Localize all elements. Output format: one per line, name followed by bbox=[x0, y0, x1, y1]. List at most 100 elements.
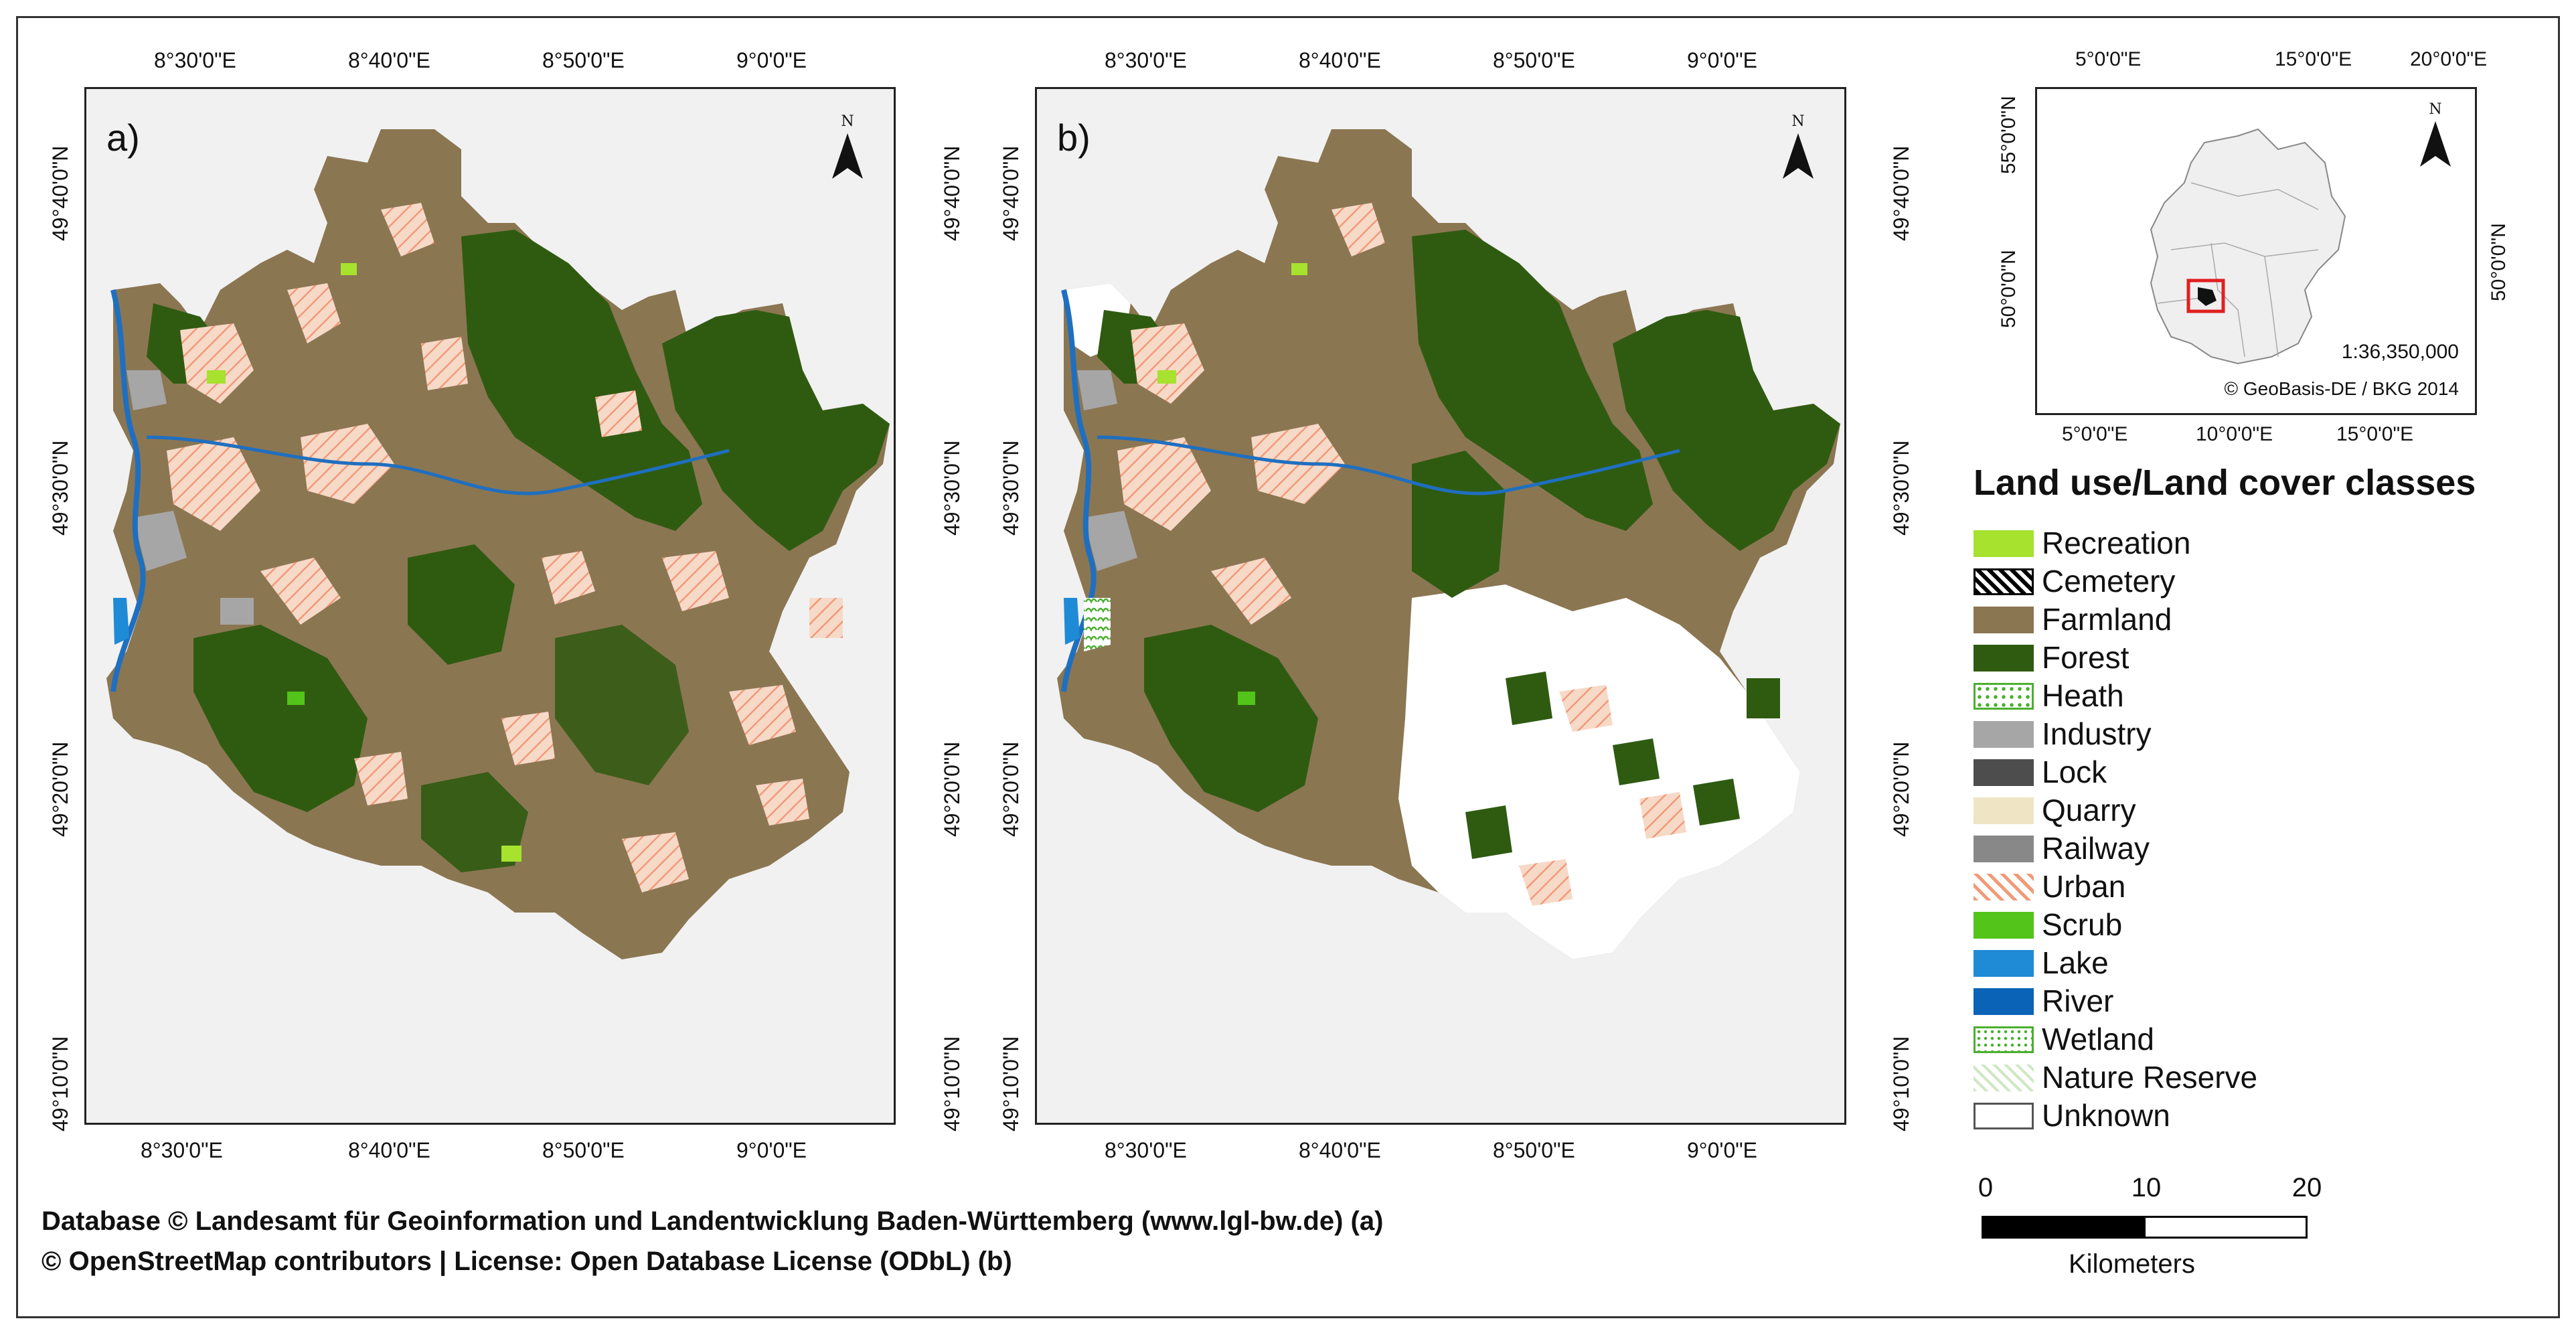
legend-item: Nature Reserve bbox=[1974, 1056, 2563, 1095]
study-area-box bbox=[2186, 279, 2225, 313]
legend-swatch bbox=[1974, 950, 2034, 977]
legend-swatch bbox=[1974, 607, 2034, 633]
bottom-tick-a-1: 8°40'0"E bbox=[348, 1138, 430, 1162]
legend-swatch bbox=[1974, 988, 2034, 1015]
north-arrow-a: N bbox=[824, 113, 871, 193]
right-tick-a-0: 49°40'0"N bbox=[940, 145, 964, 241]
north-arrow-icon bbox=[832, 133, 863, 179]
top-tick-a-3: 9°0'0"E bbox=[736, 48, 807, 72]
study-area-shape bbox=[2198, 287, 2217, 306]
footer-line-2: © OpenStreetMap contributors | License: … bbox=[42, 1247, 1012, 1276]
north-arrow-icon bbox=[1783, 133, 1814, 179]
scale-tick-1: 10 bbox=[2131, 1173, 2162, 1202]
inset-north-arrow: N bbox=[2412, 101, 2459, 181]
top-tick-a-1: 8°40'0"E bbox=[348, 48, 430, 72]
industry-patches-b bbox=[1077, 370, 1137, 571]
industry-patches-a bbox=[127, 370, 254, 625]
legend-item: Heath bbox=[1974, 675, 2563, 713]
legend-item: Unknown bbox=[1974, 1095, 2563, 1133]
legend-item: Quarry bbox=[1974, 789, 2563, 828]
legend-swatch bbox=[1974, 797, 2034, 824]
scale-bar bbox=[1982, 1216, 2310, 1240]
scale-unit: Kilometers bbox=[2069, 1249, 2195, 1279]
left-tick-a-1: 49°30'0"N bbox=[48, 440, 72, 536]
germany-outline-graphic bbox=[2150, 128, 2346, 365]
legend-label: Farmland bbox=[2042, 602, 2172, 637]
north-label: N bbox=[1791, 113, 1805, 130]
right-tick-a-3: 49°10'0"N bbox=[940, 1036, 964, 1131]
top-tick-b-0: 8°30'0"E bbox=[1105, 48, 1187, 72]
legend-swatch bbox=[1974, 530, 2034, 557]
top-tick-b-2: 8°50'0"E bbox=[1493, 48, 1575, 72]
legend-item: Recreation bbox=[1974, 522, 2563, 560]
recreation-patches-a bbox=[207, 263, 521, 862]
inset-top-tick-0: 5°0'0"E bbox=[2075, 48, 2142, 70]
legend-label: Nature Reserve bbox=[2042, 1060, 2258, 1095]
inset-bottom-tick-1: 10°0'0"E bbox=[2196, 423, 2273, 445]
recreation-patches-b bbox=[1157, 263, 1307, 705]
right-tick-b-0: 49°40'0"N bbox=[1889, 145, 1913, 241]
urban-patches-b bbox=[1117, 203, 1686, 906]
bottom-tick-b-1: 8°40'0"E bbox=[1299, 1138, 1381, 1162]
right-tick-b-1: 49°30'0"N bbox=[1889, 440, 1913, 536]
legend-swatch bbox=[1974, 1026, 2034, 1053]
inset-scale-text: 1:36,350,000 bbox=[2341, 341, 2459, 363]
map-panel-b: b) N bbox=[1035, 87, 1846, 1125]
legend-item: Cemetery bbox=[1974, 560, 2563, 599]
top-tick-a-0: 8°30'0"E bbox=[154, 48, 236, 72]
inset-top-tick-1: 15°0'0"E bbox=[2275, 48, 2352, 70]
legend-title: Land use/Land cover classes bbox=[1974, 463, 2476, 503]
north-arrow-icon bbox=[2420, 121, 2451, 167]
urban-patches-a bbox=[167, 203, 843, 892]
forest-south-east bbox=[555, 625, 689, 785]
north-arrow-b: N bbox=[1775, 113, 1822, 193]
legend-swatch bbox=[1974, 1103, 2034, 1129]
inset-right-tick-0: 50°0'0"N bbox=[2488, 223, 2510, 301]
legend-swatch bbox=[1974, 721, 2034, 748]
legend-label: Quarry bbox=[2042, 793, 2136, 828]
left-tick-b-1: 49°30'0"N bbox=[999, 440, 1023, 536]
map-panel-a: a) N bbox=[84, 87, 896, 1125]
unknown-region-b bbox=[1398, 584, 1800, 959]
scale-bar-white-segment bbox=[2144, 1216, 2308, 1239]
top-tick-a-2: 8°50'0"E bbox=[542, 48, 625, 72]
legend-swatch bbox=[1974, 836, 2034, 862]
top-tick-b-3: 9°0'0"E bbox=[1687, 48, 1757, 72]
inset-left-tick-1: 50°0'0"N bbox=[1998, 250, 2020, 328]
forest-north-east bbox=[662, 310, 890, 551]
left-tick-b-0: 49°40'0"N bbox=[999, 145, 1023, 241]
right-tick-b-3: 49°10'0"N bbox=[1889, 1036, 1913, 1131]
bottom-tick-b-2: 8°50'0"E bbox=[1493, 1138, 1575, 1162]
legend-label: Wetland bbox=[2042, 1022, 2154, 1056]
scale-tick-2: 20 bbox=[2291, 1173, 2322, 1202]
legend-item: River bbox=[1974, 980, 2563, 1018]
left-tick-a-0: 49°40'0"N bbox=[48, 145, 72, 241]
inset-credit: © GeoBasis-DE / BKG 2014 bbox=[2224, 378, 2459, 399]
scale-bar-black-segment bbox=[1982, 1216, 2146, 1239]
left-tick-a-2: 49°20'0"N bbox=[48, 741, 72, 837]
legend-label: Railway bbox=[2042, 831, 2150, 866]
legend-swatch bbox=[1974, 683, 2034, 710]
north-label: N bbox=[2429, 101, 2442, 118]
legend-item: Wetland bbox=[1974, 1018, 2563, 1056]
legend-label: Industry bbox=[2042, 716, 2152, 751]
legend-item: Railway bbox=[1974, 828, 2563, 866]
panel-letter-a: a) bbox=[106, 116, 140, 159]
left-tick-b-2: 49°20'0"N bbox=[999, 741, 1023, 837]
wetland-b bbox=[1084, 598, 1111, 651]
legend-label: Forest bbox=[2042, 640, 2129, 675]
river-neckar-a bbox=[110, 289, 146, 692]
germany-outline bbox=[2150, 128, 2346, 365]
legend-swatch bbox=[1974, 912, 2034, 939]
inset-bottom-tick-0: 5°0'0"E bbox=[2062, 423, 2128, 445]
right-tick-a-1: 49°30'0"N bbox=[940, 440, 964, 536]
inset-left-tick-0: 55°0'0"N bbox=[1998, 96, 2020, 174]
legend-item: Industry bbox=[1974, 713, 2563, 751]
right-tick-a-2: 49°20'0"N bbox=[940, 741, 964, 837]
scale-tick-0: 0 bbox=[1978, 1173, 1994, 1202]
legend-swatch bbox=[1974, 874, 2034, 900]
bottom-tick-a-3: 9°0'0"E bbox=[736, 1138, 807, 1162]
forest-east-b bbox=[1412, 230, 1653, 531]
legend-label: Cemetery bbox=[2042, 564, 2176, 599]
map-a-graphic bbox=[106, 129, 890, 959]
